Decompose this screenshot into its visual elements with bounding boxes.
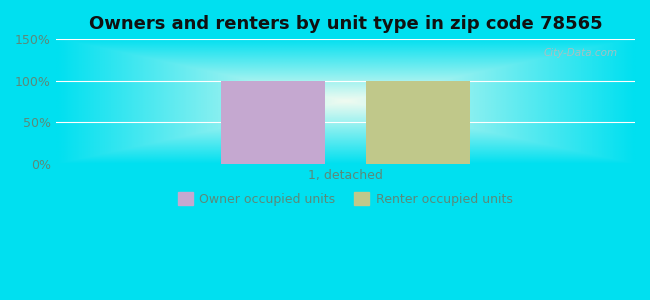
Bar <box>366 81 470 164</box>
Bar <box>221 81 325 164</box>
Legend: Owner occupied units, Renter occupied units: Owner occupied units, Renter occupied un… <box>174 187 517 211</box>
Title: Owners and renters by unit type in zip code 78565: Owners and renters by unit type in zip c… <box>88 15 602 33</box>
Text: City-Data.com: City-Data.com <box>543 47 618 58</box>
